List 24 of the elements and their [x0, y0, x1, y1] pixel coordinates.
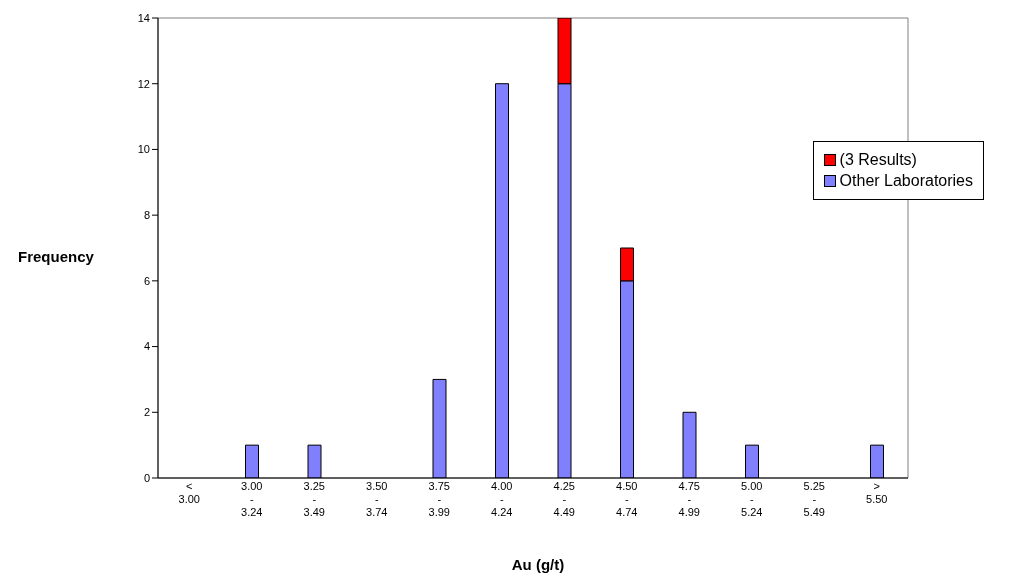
y-tick-label: 14 — [137, 11, 150, 24]
y-tick-label: 10 — [137, 143, 150, 156]
x-tick-label: > 5.50 — [866, 480, 888, 505]
legend-label: (3 Results) — [839, 151, 917, 169]
x-tick-label: 4.00 - 4.24 — [491, 480, 513, 518]
y-tick-label: 12 — [137, 77, 150, 90]
y-tick-label: 0 — [143, 471, 150, 484]
x-tick-label: 5.25 - 5.49 — [803, 480, 825, 518]
x-tick-label: 4.75 - 4.99 — [678, 480, 700, 518]
legend-label: Other Laboratories — [839, 172, 973, 190]
y-tick-label: 4 — [143, 340, 150, 353]
x-tick-label: 4.25 - 4.49 — [553, 480, 575, 518]
x-tick-label: 3.25 - 3.49 — [303, 480, 325, 518]
y-tick-label: 6 — [143, 274, 150, 287]
x-tick-label: 5.00 - 5.24 — [741, 480, 763, 518]
x-tick-label: 3.75 - 3.99 — [428, 480, 450, 518]
x-tick-label: < 3.00 — [178, 480, 200, 505]
x-tick-label: 3.00 - 3.24 — [241, 480, 263, 518]
x-tick-label: 3.50 - 3.74 — [366, 480, 388, 518]
x-axis-title: Au (g/t) — [510, 556, 566, 573]
y-axis-title: Frequency — [18, 248, 94, 265]
y-tick-label: 8 — [143, 209, 150, 222]
x-tick-label: 4.50 - 4.74 — [616, 480, 638, 518]
y-tick-label: 2 — [143, 406, 150, 419]
